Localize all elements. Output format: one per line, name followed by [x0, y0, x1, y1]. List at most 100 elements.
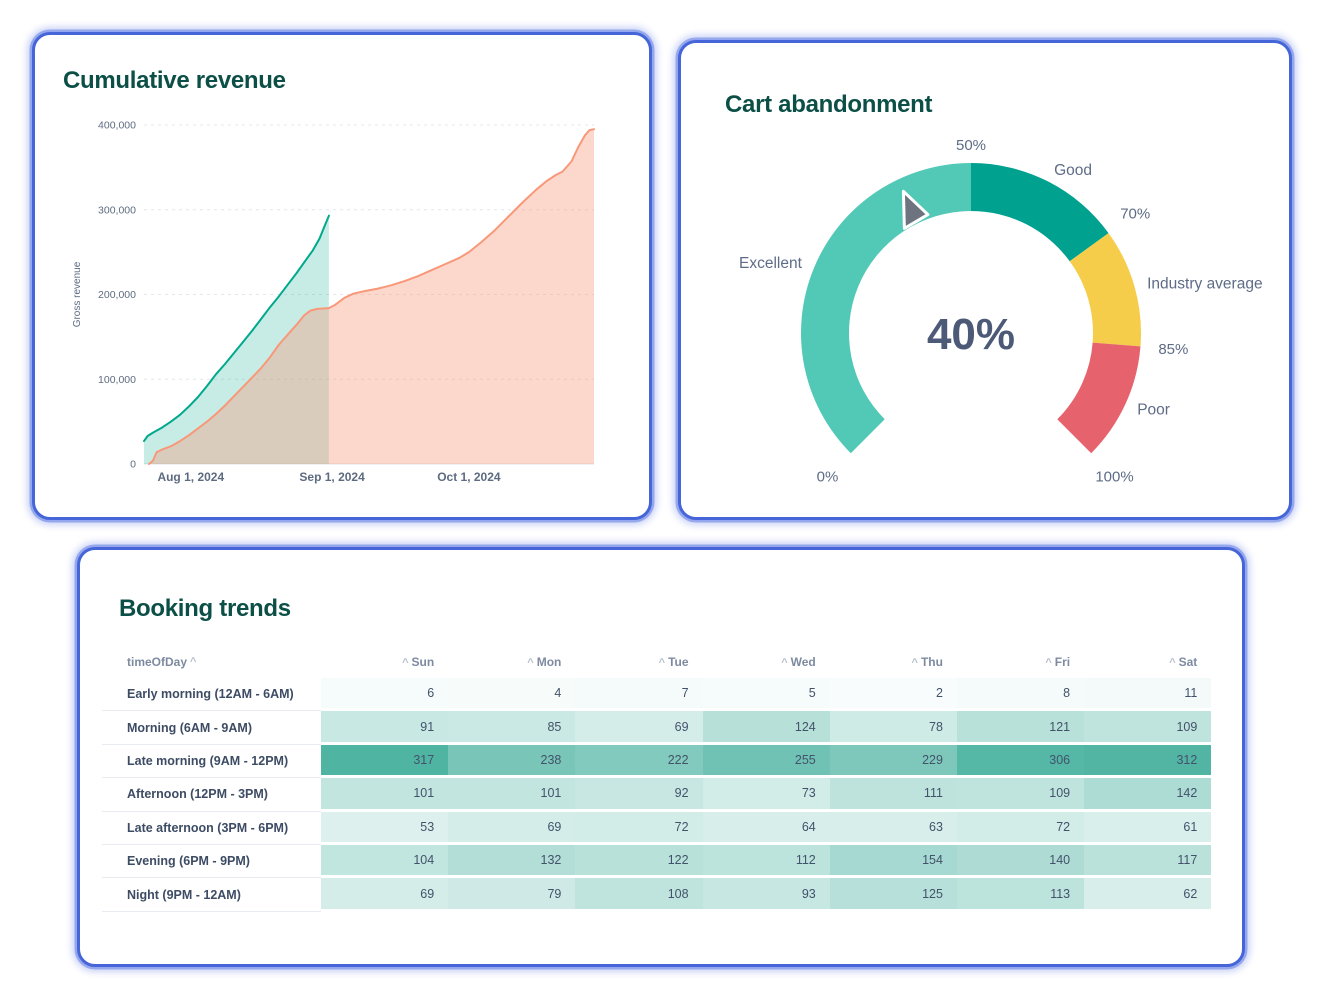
heatmap-cell: 8: [956, 678, 1085, 709]
column-header-sun[interactable]: ^ Sun: [321, 655, 448, 669]
heatmap-cell: 11: [1084, 678, 1212, 709]
current-period-area: [149, 129, 594, 464]
gauge-segment-good: [971, 163, 1109, 262]
y-axis-tick-label: 300,000: [98, 204, 136, 216]
heatmap-cell: 4: [448, 678, 576, 709]
sort-caret-icon: ^: [781, 657, 788, 669]
gauge-segment-label: Good: [1054, 162, 1092, 179]
heatmap-cell: 5: [702, 678, 830, 709]
row-label: Late afternoon (3PM - 6PM): [102, 812, 321, 845]
sort-caret-icon: ^: [1045, 657, 1052, 669]
heatmap-cell: 112: [702, 844, 830, 876]
y-axis-tick-label: 0: [130, 459, 136, 471]
row-label: Evening (6PM - 9PM): [102, 845, 321, 879]
heatmap-cell: 72: [575, 811, 703, 842]
column-header-thu[interactable]: ^ Thu: [830, 655, 957, 669]
cart-abandonment-card: Cart abandonment 0% 50% 70% 85% 100% Excellen…: [678, 40, 1292, 520]
heatmap-cell: 7: [575, 678, 703, 709]
heatmap-cell: 238: [448, 744, 576, 776]
x-axis-tick-label: Sep 1, 2024: [299, 470, 365, 484]
heatmap-cell: 317: [321, 744, 449, 776]
heatmap-cell: 109: [1084, 711, 1212, 742]
gauge-value: 40%: [927, 310, 1015, 359]
heatmap-cell: 72: [956, 811, 1085, 842]
gauge-tick-label: 50%: [956, 137, 986, 154]
gauge-segment-poor: [1057, 342, 1141, 454]
table-row: Evening (6PM - 9PM) 104 132 122 112 154 140 117: [80, 844, 1242, 879]
y-axis-tick-label: 200,000: [98, 289, 136, 301]
gauge-segment-excellent: [801, 163, 971, 454]
heatmap-cell: 222: [575, 744, 703, 776]
booking-trends-table: timeOfDay ^ ^ Sun ^ Mon ^ Tue ^ Wed ^ Thu ^ Fri ^ Sat Ea…: [80, 646, 1242, 912]
heatmap-cell: 122: [575, 844, 703, 876]
heatmap-cell: 53: [321, 811, 449, 842]
cumulative-revenue-card: Cumulative revenue 0 100,000 200,000 300,00…: [32, 32, 652, 520]
heatmap-cell: 85: [448, 711, 576, 742]
cart-abandonment-title: Cart abandonment: [725, 91, 933, 118]
x-axis-tick-label: Oct 1, 2024: [437, 470, 501, 484]
sort-caret-icon: ^: [190, 656, 197, 668]
table-header-row: timeOfDay ^ ^ Sun ^ Mon ^ Tue ^ Wed ^ Thu ^ Fri ^ Sat: [80, 646, 1242, 678]
heatmap-cell: 61: [1084, 811, 1212, 842]
table-row: Late afternoon (3PM - 6PM) 53 69 72 64 63 72 61: [80, 811, 1242, 845]
heatmap-cell: 121: [956, 711, 1085, 742]
gauge-tick-label: 0%: [817, 469, 839, 486]
cart-abandonment-gauge: 0% 50% 70% 85% 100% Excellent Good Industry ave…: [739, 137, 1263, 486]
heatmap-cell: 62: [1084, 878, 1212, 909]
heatmap-cell: 229: [829, 744, 957, 776]
heatmap-cell: 101: [448, 778, 576, 809]
heatmap-cell: 108: [575, 878, 703, 909]
sort-caret-icon: ^: [402, 657, 409, 669]
heatmap-cell: 64: [702, 811, 830, 842]
column-header-mon[interactable]: ^ Mon: [448, 655, 575, 669]
heatmap-cell: 2: [829, 678, 957, 709]
heatmap-cell: 117: [1084, 844, 1212, 876]
row-label: Late morning (9AM - 12PM): [102, 745, 321, 779]
column-header-fri[interactable]: ^ Fri: [957, 655, 1084, 669]
gauge-segment-industry-average: [1069, 233, 1141, 347]
y-axis-tick-label: 100,000: [98, 374, 136, 386]
heatmap-cell: 104: [321, 844, 449, 876]
heatmap-cell: 69: [575, 711, 703, 742]
column-header-sat[interactable]: ^ Sat: [1084, 655, 1211, 669]
heatmap-cell: 109: [956, 778, 1085, 809]
cumulative-revenue-chart: 0 100,000 200,000 300,000 400,000 Aug 1, 2024…: [72, 120, 595, 484]
row-label: Early morning (12AM - 6AM): [102, 678, 321, 712]
row-label: Morning (6AM - 9AM): [102, 711, 321, 745]
sort-caret-icon: ^: [527, 657, 534, 669]
gauge-tick-label: 85%: [1158, 341, 1188, 358]
heatmap-cell: 69: [321, 878, 449, 909]
table-row: Afternoon (12PM - 3PM) 101 101 92 73 111 109 14…: [80, 778, 1242, 812]
table-row: Night (9PM - 12AM) 69 79 108 93 125 113 62: [80, 878, 1242, 912]
column-header-wed[interactable]: ^ Wed: [703, 655, 830, 669]
table-row: Early morning (12AM - 6AM) 6 4 7 5 2 8 11: [80, 678, 1242, 712]
previous-period-line: [143, 214, 330, 443]
heatmap-cell: 132: [448, 844, 576, 876]
heatmap-cell: 312: [1084, 744, 1212, 776]
heatmap-cell: 140: [956, 844, 1085, 876]
sort-caret-icon: ^: [1169, 657, 1176, 669]
heatmap-cell: 142: [1084, 778, 1212, 809]
column-header-timeofday[interactable]: timeOfDay ^: [127, 655, 321, 669]
sort-caret-icon: ^: [658, 657, 666, 669]
gauge-tick-label: 100%: [1095, 469, 1133, 486]
gauge-segment-label: Excellent: [739, 255, 803, 272]
heatmap-cell: 79: [448, 878, 576, 909]
heatmap-cell: 92: [575, 778, 703, 809]
heatmap-cell: 125: [829, 878, 957, 909]
column-header-tue[interactable]: ^ Tue: [575, 655, 702, 669]
y-axis-title: Gross revenue: [72, 261, 83, 327]
heatmap-cell: 124: [702, 711, 830, 742]
table-row: Morning (6AM - 9AM) 91 85 69 124 78 121 109: [80, 711, 1242, 745]
row-label: Night (9PM - 12AM): [102, 878, 321, 912]
heatmap-cell: 101: [321, 778, 449, 809]
x-axis-tick-label: Aug 1, 2024: [157, 470, 224, 484]
cumulative-revenue-title: Cumulative revenue: [63, 67, 286, 94]
heatmap-cell: 63: [829, 811, 957, 842]
sort-caret-icon: ^: [911, 657, 918, 669]
gauge-segment-label: Poor: [1137, 402, 1170, 419]
heatmap-cell: 69: [448, 811, 576, 842]
heatmap-cell: 6: [321, 678, 449, 709]
heatmap-cell: 78: [829, 711, 957, 742]
heatmap-cell: 113: [956, 878, 1085, 909]
